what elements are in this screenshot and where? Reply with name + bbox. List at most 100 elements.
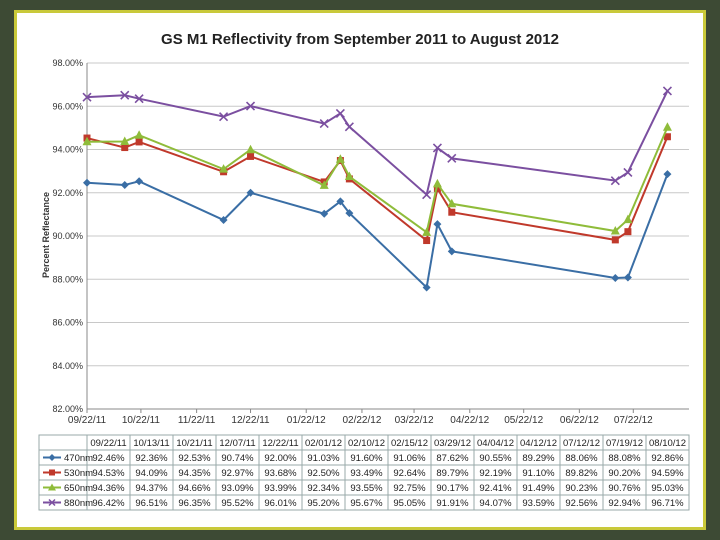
table-cell-value: 91.49% bbox=[522, 483, 555, 494]
table-cell-value: 90.20% bbox=[608, 468, 641, 479]
data-point bbox=[134, 94, 144, 104]
table-cell-value: 95.52% bbox=[221, 498, 254, 509]
table-cell-value: 92.34% bbox=[307, 483, 340, 494]
x-tick-label: 06/22/12 bbox=[560, 415, 599, 426]
table-cell-value: 88.06% bbox=[565, 453, 598, 464]
table-header-date: 10/13/11 bbox=[133, 438, 169, 449]
table-header-date: 07/12/12 bbox=[563, 438, 600, 449]
x-tick-label: 10/22/11 bbox=[122, 415, 161, 426]
series-470nm bbox=[83, 170, 672, 292]
data-point bbox=[344, 171, 354, 181]
table-header-date: 03/29/12 bbox=[434, 438, 471, 449]
series-650nm bbox=[82, 122, 672, 236]
y-tick-label: 92.00% bbox=[52, 188, 83, 198]
data-point bbox=[662, 86, 673, 96]
table-cell-value: 89.29% bbox=[522, 453, 555, 464]
table-cell-value: 91.10% bbox=[522, 468, 555, 479]
data-point bbox=[320, 209, 329, 218]
data-point bbox=[120, 90, 130, 100]
series-880nm bbox=[82, 86, 673, 200]
data-point bbox=[623, 167, 633, 177]
table-cell-value: 91.06% bbox=[393, 453, 426, 464]
data-point bbox=[83, 178, 91, 187]
data-point bbox=[433, 185, 441, 193]
table-cell-value: 92.75% bbox=[393, 483, 426, 494]
data-point bbox=[422, 227, 432, 236]
table-cell-value: 92.50% bbox=[307, 468, 340, 479]
reflectivity-chart: GS M1 Reflectivity from September 2011 t… bbox=[38, 31, 690, 511]
data-table: 09/22/11 10/13/11 10/21/11 12/07/11 12/22/11… bbox=[38, 434, 690, 511]
data-point bbox=[422, 190, 432, 200]
data-point bbox=[611, 236, 619, 244]
table-series-name: 530nm bbox=[64, 468, 93, 479]
table-cell-value: 94.66% bbox=[178, 483, 211, 494]
y-tick-label: 82.00% bbox=[52, 404, 83, 414]
legend-marker bbox=[48, 483, 56, 491]
data-point bbox=[611, 273, 620, 282]
table-series-name: 880nm bbox=[64, 498, 93, 509]
y-tick-label: 86.00% bbox=[52, 318, 83, 328]
x-tick-label: 12/22/11 bbox=[231, 415, 270, 426]
data-point bbox=[319, 118, 329, 129]
table-cell-value: 91.91% bbox=[436, 498, 469, 509]
data-point bbox=[121, 144, 129, 152]
table-cell-value: 93.09% bbox=[221, 483, 254, 494]
x-tick-label: 02/22/12 bbox=[342, 415, 381, 426]
table-cell-value: 95.03% bbox=[651, 483, 684, 494]
table-cell-value: 96.71% bbox=[651, 498, 684, 509]
legend-marker bbox=[48, 454, 56, 461]
table-cell-value: 92.00% bbox=[264, 453, 297, 464]
data-point bbox=[448, 208, 456, 216]
table-header-date: 02/15/12 bbox=[391, 438, 428, 449]
slide-frame: GS M1 Reflectivity from September 2011 t… bbox=[14, 10, 706, 530]
table-cell-value: 89.82% bbox=[565, 468, 598, 479]
table-cell-value: 94.36% bbox=[92, 483, 125, 494]
y-tick-label: 90.00% bbox=[52, 231, 83, 241]
table-cell-value: 89.79% bbox=[436, 468, 469, 479]
table-cell-value: 94.35% bbox=[178, 468, 211, 479]
table-header-date: 02/01/12 bbox=[305, 438, 342, 449]
data-point bbox=[219, 215, 228, 224]
data-point bbox=[624, 228, 632, 236]
legend-key-880nm bbox=[43, 498, 61, 507]
table-cell-value: 90.74% bbox=[221, 453, 254, 464]
table-cell-value: 93.49% bbox=[350, 468, 383, 479]
data-point bbox=[610, 226, 620, 235]
data-point bbox=[120, 180, 129, 189]
table-cell-value: 92.56% bbox=[565, 498, 598, 509]
x-tick-label: 05/22/12 bbox=[504, 415, 543, 426]
table-cell-value: 96.01% bbox=[264, 498, 297, 509]
series-line-470nm bbox=[86, 173, 669, 290]
data-point bbox=[135, 177, 144, 186]
legend-key-650nm bbox=[43, 483, 61, 491]
legend-marker bbox=[48, 498, 56, 507]
data-point bbox=[610, 176, 620, 186]
table-cell-value: 91.60% bbox=[350, 453, 383, 464]
table-cell-value: 90.76% bbox=[608, 483, 641, 494]
plot-area: 82.00% 84.00% 86.00% 88.00% 90.00% 92.00% 94.0… bbox=[52, 58, 689, 426]
data-point bbox=[432, 178, 442, 188]
data-point bbox=[345, 209, 354, 218]
table-cell-value: 90.23% bbox=[565, 483, 598, 494]
table-cell-value: 96.51% bbox=[135, 498, 168, 509]
data-point bbox=[336, 197, 345, 206]
data-point bbox=[663, 133, 671, 141]
table-cell-value: 92.64% bbox=[393, 468, 426, 479]
table-header-date: 10/21/11 bbox=[176, 438, 212, 449]
data-point bbox=[433, 220, 442, 229]
table-header-date: 04/12/12 bbox=[520, 438, 557, 449]
data-point bbox=[344, 122, 354, 132]
data-point bbox=[623, 273, 632, 282]
data-point bbox=[319, 180, 329, 189]
legend-marker bbox=[49, 469, 55, 476]
table-cell-value: 94.53% bbox=[92, 468, 125, 479]
table-cell-value: 92.86% bbox=[651, 453, 684, 464]
y-tick-label: 88.00% bbox=[52, 274, 83, 284]
legend-key-470nm bbox=[43, 454, 61, 461]
data-point bbox=[82, 136, 92, 146]
table-cell-value: 92.41% bbox=[479, 483, 512, 494]
x-tick-label: 04/22/12 bbox=[450, 415, 489, 426]
data-point bbox=[623, 214, 633, 224]
data-point bbox=[663, 170, 672, 179]
x-tick-label: 03/22/12 bbox=[395, 415, 434, 426]
